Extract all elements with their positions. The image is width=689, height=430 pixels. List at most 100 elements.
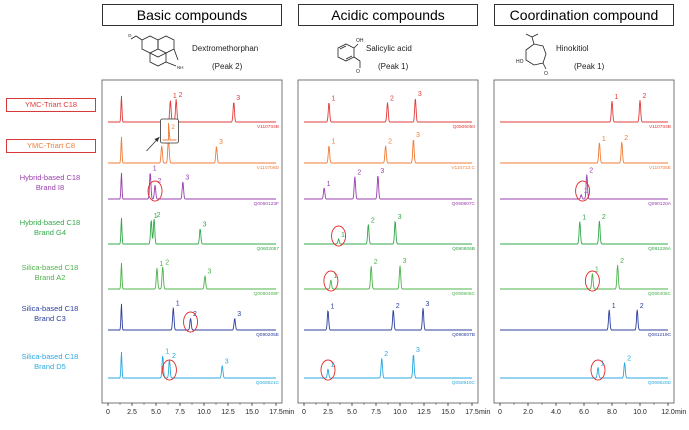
peak-label: 1 [601, 360, 605, 367]
chromatogram-trace [500, 220, 668, 245]
sample-code: Q0060408F [254, 291, 279, 297]
chromatogram-trace [108, 303, 276, 331]
zoom-inset-peak [162, 122, 177, 141]
chromatogram-trace [500, 100, 668, 123]
peak-label: 2 [179, 92, 183, 99]
sample-code: Q0602057 [257, 246, 280, 252]
x-tick-label: 12.5 [417, 409, 431, 416]
peak-label: 3 [203, 222, 207, 229]
x-tick-label: 0 [106, 409, 110, 416]
peak-label: 3 [426, 301, 430, 308]
x-tick-label: 10.0 [393, 409, 407, 416]
peak-label: 2 [165, 260, 169, 267]
x-tick-label: 2.5 [323, 409, 333, 416]
highlight-ellipse [584, 270, 600, 292]
x-tick-label: 5.0 [151, 409, 161, 416]
sample-code: Q090807B [452, 332, 475, 338]
svg-text:O: O [356, 69, 360, 74]
zoom-inset: 2 [146, 118, 179, 152]
row-label-line: Brand D5 [34, 362, 66, 371]
peak-note-dextromethorphan: (Peak 2) [212, 62, 243, 71]
compound-name-hinokitiol: Hinokitiol [556, 44, 589, 53]
peak-label: 2 [627, 356, 631, 363]
sample-code: Q060821C [256, 380, 280, 386]
peak-label: 2 [388, 139, 392, 146]
chromatogram-trace [500, 362, 668, 379]
peak-label: 3 [403, 258, 407, 265]
peak-label: 1 [331, 362, 335, 369]
chromatogram-trace [304, 139, 472, 164]
chromatogram-trace [108, 172, 276, 200]
panel-1: 0 2.5 5.0 7.5 10.0 12.5 15.0 17.5 min 1 2 3 Q0506050… [297, 79, 490, 416]
column-title-coordination: Coordination compound [494, 4, 674, 26]
sample-code: Q090405C [648, 291, 672, 297]
svg-text:O: O [128, 33, 132, 38]
row-label-6: Silica-based C18 Brand D5 [6, 352, 94, 372]
chromatogram-trace [304, 220, 472, 245]
peak-label: 3 [418, 91, 422, 98]
peak-note-hinokitiol: (Peak 1) [574, 62, 605, 71]
compound-name-salicylic-acid: Salicylic acid [366, 44, 412, 53]
highlight-ellipse [320, 359, 336, 381]
peak-label: 1 [176, 301, 180, 308]
row-label-line: YMC-Triart C8 [26, 141, 76, 150]
peak-label: 1 [615, 94, 619, 101]
x-tick-label: 7.5 [175, 409, 185, 416]
hinokitiol-structure-icon: HO O [516, 33, 548, 76]
chromatogram-trace [304, 175, 472, 200]
peak-label: 3 [219, 139, 223, 146]
x-tick-label: 17.5 [465, 409, 479, 416]
highlight-ellipse [161, 359, 177, 381]
row-label-1: YMC-Triart C8 [6, 139, 96, 153]
row-label-2: Hybrid-based C18 Brand I8 [6, 173, 94, 193]
highlight-ellipse [590, 359, 606, 381]
peak-label: 2 [602, 214, 606, 221]
x-tick-label: 10.0 [197, 409, 211, 416]
column-title-basic: Basic compounds [102, 4, 282, 26]
compound-name-dextromethorphan: Dextromethorphan [192, 44, 259, 53]
peak-label: 2 [620, 258, 624, 265]
chromatogram-trace [500, 174, 668, 200]
row-label-line: Brand G4 [33, 228, 67, 237]
peak-label: 3 [185, 175, 189, 182]
peak-label: 2 [390, 95, 394, 102]
sample-code: V110705E [649, 165, 671, 171]
peak-label: 2 [172, 353, 176, 360]
chromatogram-trace [304, 98, 472, 123]
chromatogram-trace [500, 265, 668, 290]
chromatogram-trace [304, 308, 472, 331]
highlight-ellipse [147, 180, 163, 202]
sample-code: Q090807C [452, 201, 476, 207]
peak-label: 1 [159, 261, 163, 268]
row-label-line: Brand C3 [34, 314, 66, 323]
row-label-line: Hybrid-based C18 [19, 218, 81, 227]
svg-text:O: O [544, 71, 548, 76]
peak-label: 2 [624, 135, 628, 142]
sample-code: Q081219C [648, 332, 672, 338]
peak-label: 2 [371, 217, 375, 224]
x-tick-label: 7.5 [371, 409, 381, 416]
row-label-5: Silica-based C18 Brand C3 [6, 304, 94, 324]
x-tick-label: 12.0 [661, 409, 675, 416]
x-tick-label: 5.0 [347, 409, 357, 416]
x-tick-label: 0 [498, 409, 502, 416]
chromatogram-trace [108, 351, 276, 379]
peak-label: 3 [207, 269, 211, 276]
chromatogram-trace [500, 141, 668, 164]
peak-label: 3 [398, 214, 402, 221]
sample-code: Q090806B [452, 246, 475, 252]
highlight-ellipse [183, 311, 199, 333]
row-label-line: Hybrid-based C18 [19, 173, 81, 182]
sample-code: Q090805C [452, 291, 476, 297]
sample-code: V110706D [257, 165, 280, 171]
peak-label: 1 [331, 303, 335, 310]
highlight-ellipse [323, 270, 339, 292]
column-title-acidic: Acidic compounds [298, 4, 478, 26]
highlight-ellipse [331, 225, 347, 247]
sample-code: Q050910C [452, 380, 476, 386]
peak-label: 3 [416, 347, 420, 354]
row-label-line: Silica-based C18 [21, 352, 79, 361]
chromatogram-trace [108, 95, 276, 123]
x-tick-label: 4.0 [551, 409, 561, 416]
